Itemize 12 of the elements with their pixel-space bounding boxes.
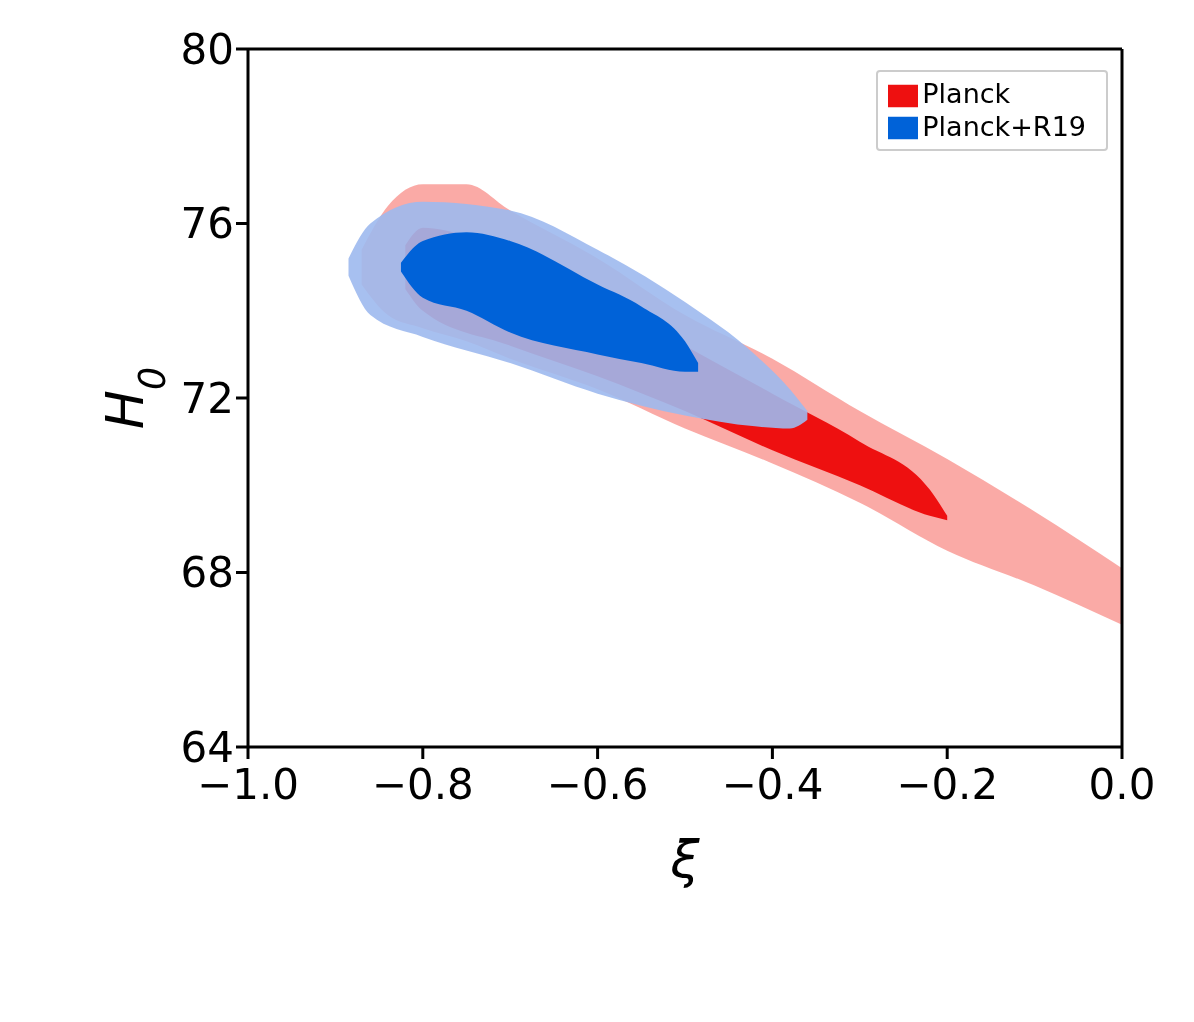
x-tick-label: −0.4 [721,759,824,809]
legend-label: Planck [922,78,1011,109]
y-tick-label: 68 [180,548,234,598]
legend-label: Planck+R19 [922,110,1086,142]
x-tick-label: −0.2 [896,759,999,809]
y-tick-label: 72 [180,373,234,423]
x-tick-label: −0.6 [546,759,649,809]
x-tick-label: −0.8 [371,759,474,809]
x-axis-title: ξ [669,829,701,889]
x-tick-label: 0.0 [1088,759,1156,809]
y-tick-label: 80 [180,24,234,74]
y-tick-label: 76 [180,199,234,249]
